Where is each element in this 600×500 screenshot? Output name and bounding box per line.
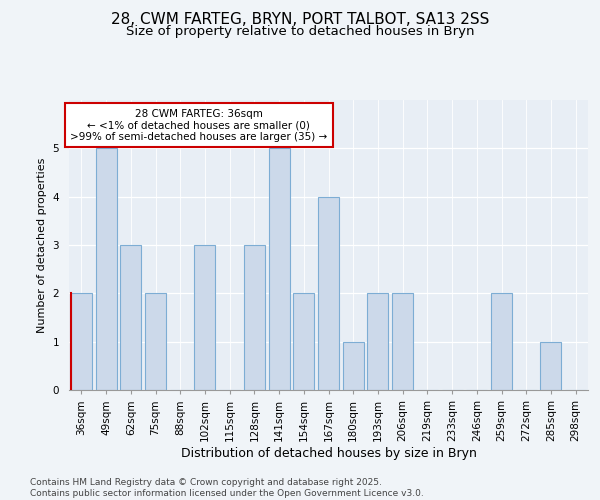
Bar	[343, 342, 364, 390]
Bar	[491, 294, 512, 390]
Bar	[71, 294, 92, 390]
X-axis label: Distribution of detached houses by size in Bryn: Distribution of detached houses by size …	[181, 446, 476, 460]
Bar	[145, 294, 166, 390]
Bar	[293, 294, 314, 390]
Bar	[194, 245, 215, 390]
Text: Contains HM Land Registry data © Crown copyright and database right 2025.
Contai: Contains HM Land Registry data © Crown c…	[30, 478, 424, 498]
Bar	[269, 148, 290, 390]
Bar	[120, 245, 141, 390]
Bar	[392, 294, 413, 390]
Text: Size of property relative to detached houses in Bryn: Size of property relative to detached ho…	[126, 25, 474, 38]
Bar	[95, 148, 116, 390]
Text: 28 CWM FARTEG: 36sqm
← <1% of detached houses are smaller (0)
>99% of semi-detac: 28 CWM FARTEG: 36sqm ← <1% of detached h…	[70, 108, 328, 142]
Bar	[318, 196, 339, 390]
Bar	[367, 294, 388, 390]
Y-axis label: Number of detached properties: Number of detached properties	[37, 158, 47, 332]
Bar	[244, 245, 265, 390]
Bar	[541, 342, 562, 390]
Text: 28, CWM FARTEG, BRYN, PORT TALBOT, SA13 2SS: 28, CWM FARTEG, BRYN, PORT TALBOT, SA13 …	[111, 12, 489, 28]
